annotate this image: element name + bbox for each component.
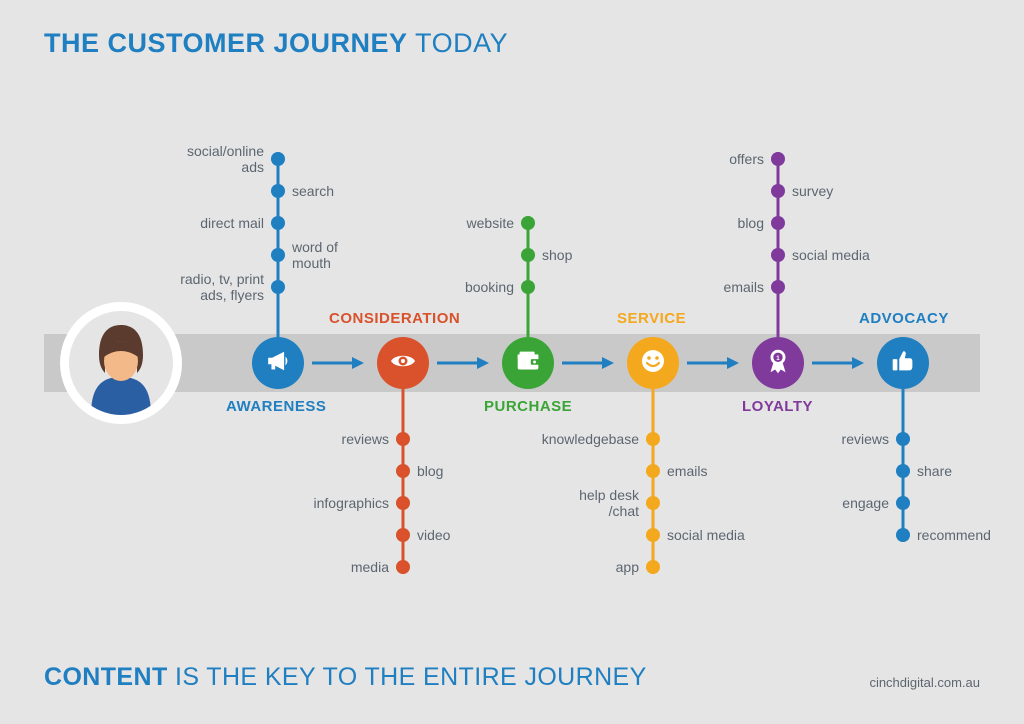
branch-label-purchase-1: shop: [542, 247, 572, 263]
branch-dot-consideration-1: [396, 464, 410, 478]
branch-label-service-4: app: [616, 559, 639, 575]
branch-label-service-1: emails: [667, 463, 707, 479]
ribbon-icon: 1: [763, 346, 793, 381]
branch-label-consideration-2: infographics: [314, 495, 390, 511]
stage-label-advocacy: ADVOCACY: [859, 310, 949, 327]
stage-node-awareness: [252, 337, 304, 389]
branch-dot-purchase-2: [521, 280, 535, 294]
branch-dot-service-0: [646, 432, 660, 446]
stage-node-consideration: [377, 337, 429, 389]
wallet-icon: [513, 346, 543, 381]
arrow-1: [437, 358, 489, 368]
branch-label-awareness-0: social/online ads: [187, 143, 264, 175]
branch-label-advocacy-3: recommend: [917, 527, 991, 543]
branch-label-consideration-0: reviews: [342, 431, 389, 447]
branch-dot-awareness-4: [271, 280, 285, 294]
megaphone-icon: [263, 346, 293, 381]
branch-dot-service-3: [646, 528, 660, 542]
subtitle: CONTENT IS THE KEY TO THE ENTIRE JOURNEY: [44, 663, 647, 692]
branch-dot-loyalty-2: [771, 216, 785, 230]
branch-label-awareness-3: word of mouth: [292, 239, 338, 271]
branch-dot-consideration-0: [396, 432, 410, 446]
branch-dot-loyalty-4: [771, 280, 785, 294]
branch-dot-loyalty-3: [771, 248, 785, 262]
branch-label-service-0: knowledgebase: [542, 431, 639, 447]
branch-label-loyalty-3: social media: [792, 247, 870, 263]
thumb-icon: [888, 346, 918, 381]
branch-dot-awareness-0: [271, 152, 285, 166]
title-bold: THE CUSTOMER JOURNEY: [44, 28, 408, 58]
branch-label-consideration-3: video: [417, 527, 450, 543]
branch-line-loyalty: [777, 152, 780, 337]
branch-label-advocacy-1: share: [917, 463, 952, 479]
branch-label-advocacy-0: reviews: [842, 431, 889, 447]
stage-label-loyalty: LOYALTY: [742, 398, 813, 415]
branch-dot-service-1: [646, 464, 660, 478]
stage-label-awareness: AWARENESS: [226, 398, 326, 415]
branch-dot-purchase-0: [521, 216, 535, 230]
branch-label-advocacy-2: engage: [842, 495, 889, 511]
branch-dot-consideration-3: [396, 528, 410, 542]
stage-node-advocacy: [877, 337, 929, 389]
branch-label-loyalty-0: offers: [729, 151, 764, 167]
avatar-outer: [60, 302, 182, 424]
branch-label-loyalty-4: emails: [724, 279, 764, 295]
branch-label-service-2: help desk /chat: [579, 487, 639, 519]
branch-dot-purchase-1: [521, 248, 535, 262]
stage-node-loyalty: 1: [752, 337, 804, 389]
branch-dot-advocacy-0: [896, 432, 910, 446]
title-light: TODAY: [408, 28, 509, 58]
stage-label-service: SERVICE: [617, 310, 686, 327]
branch-dot-awareness-1: [271, 184, 285, 198]
subtitle-bold: CONTENT: [44, 663, 168, 691]
branch-label-service-3: social media: [667, 527, 745, 543]
branch-dot-awareness-3: [271, 248, 285, 262]
subtitle-light: IS THE KEY TO THE ENTIRE JOURNEY: [168, 663, 647, 691]
stage-node-service: [627, 337, 679, 389]
branch-label-awareness-4: radio, tv, print ads, flyers: [180, 271, 264, 303]
arrow-3: [687, 358, 739, 368]
branch-label-loyalty-2: blog: [738, 215, 764, 231]
page-title: THE CUSTOMER JOURNEY TODAY: [44, 28, 508, 59]
branch-label-loyalty-1: survey: [792, 183, 833, 199]
branch-line-purchase: [527, 216, 530, 337]
branch-dot-loyalty-0: [771, 152, 785, 166]
branch-label-awareness-1: search: [292, 183, 334, 199]
branch-dot-awareness-2: [271, 216, 285, 230]
branch-dot-advocacy-3: [896, 528, 910, 542]
branch-line-service: [652, 389, 655, 574]
branch-dot-consideration-2: [396, 496, 410, 510]
branch-dot-advocacy-2: [896, 496, 910, 510]
arrow-4: [812, 358, 864, 368]
branch-label-consideration-1: blog: [417, 463, 443, 479]
stage-label-consideration: CONSIDERATION: [329, 310, 460, 327]
branch-label-consideration-4: media: [351, 559, 389, 575]
branch-label-purchase-2: booking: [465, 279, 514, 295]
smile-icon: [637, 345, 669, 382]
svg-text:1: 1: [776, 355, 780, 362]
avatar-ring: [69, 311, 173, 415]
branch-dot-service-2: [646, 496, 660, 510]
branch-dot-service-4: [646, 560, 660, 574]
arrow-0: [312, 358, 364, 368]
branch-line-awareness: [277, 152, 280, 337]
eye-icon: [387, 345, 419, 382]
arrow-2: [562, 358, 614, 368]
branch-line-consideration: [402, 389, 405, 574]
branch-dot-loyalty-1: [771, 184, 785, 198]
stage-node-purchase: [502, 337, 554, 389]
branch-label-purchase-0: website: [467, 215, 514, 231]
credit-text: cinchdigital.com.au: [869, 675, 980, 690]
stage-label-purchase: PURCHASE: [484, 398, 572, 415]
branch-dot-advocacy-1: [896, 464, 910, 478]
avatar-icon: [69, 311, 173, 415]
branch-dot-consideration-4: [396, 560, 410, 574]
branch-label-awareness-2: direct mail: [200, 215, 264, 231]
